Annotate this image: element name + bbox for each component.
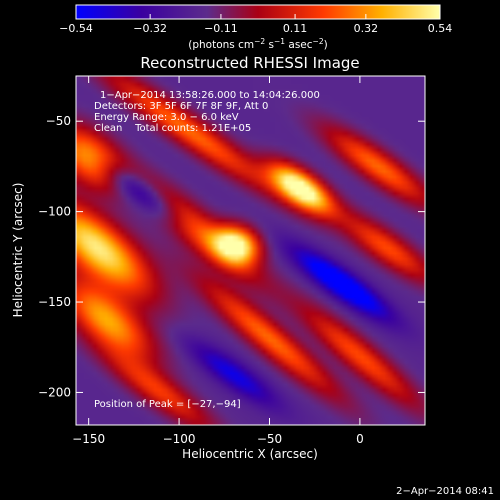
y-tick-label: −150 <box>38 295 71 309</box>
colorbar: −0.54 −0.32 −0.11 0.11 0.32 0.54 (photons cm−… <box>59 4 452 51</box>
colorbar-units-label: (photons cm−2 s−1 asec−2) <box>188 37 327 51</box>
x-tick-label: 0 <box>356 432 364 446</box>
heatmap-image <box>76 76 425 425</box>
plot-frame <box>75 75 426 426</box>
info-energy-range: Energy Range: 3.0 − 6.0 keV <box>94 112 239 123</box>
peak-position-label: Position of Peak = [−27,−94] <box>94 399 241 410</box>
timestamp: 2−Apr−2014 08:41 <box>396 486 494 497</box>
colorbar-gradient <box>75 4 441 20</box>
colorbar-tick-label: −0.11 <box>204 22 238 35</box>
y-tick-label: −50 <box>46 114 71 128</box>
colorbar-tick-label: −0.32 <box>133 22 167 35</box>
x-tick-label: −50 <box>257 432 282 446</box>
y-tick-label: −200 <box>38 385 71 399</box>
x-tick-label: −100 <box>163 432 196 446</box>
y-axis: −50 −100 −150 −200 <box>38 114 425 399</box>
colorbar-ticks: −0.54 −0.32 −0.11 0.11 0.32 0.54 <box>59 14 452 35</box>
y-axis-label: Heliocentric Y (arcsec) <box>11 183 25 318</box>
colorbar-tick-label: −0.54 <box>59 22 93 35</box>
colorbar-tick-label: 0.32 <box>354 22 379 35</box>
y-tick-label: −100 <box>38 205 71 219</box>
info-detectors: Detectors: 3F 5F 6F 7F 8F 9F, Att 0 <box>94 101 268 112</box>
heatmap-plot-area <box>75 75 426 426</box>
x-axis-label: Heliocentric X (arcsec) <box>182 447 318 461</box>
chart-title: Reconstructed RHESSI Image <box>140 54 359 72</box>
info-text: 1−Apr−2014 13:58:26.000 to 14:04:26.000 … <box>94 90 320 410</box>
x-tick-label: −150 <box>72 432 105 446</box>
x-axis: −150 −100 −50 0 <box>72 76 364 446</box>
info-time-range: 1−Apr−2014 13:58:26.000 to 14:04:26.000 <box>100 90 320 101</box>
info-clean-counts: Clean Total counts: 1.21E+05 <box>94 123 251 134</box>
colorbar-tick-label: 0.54 <box>428 22 453 35</box>
colorbar-tick-label: 0.11 <box>283 22 308 35</box>
